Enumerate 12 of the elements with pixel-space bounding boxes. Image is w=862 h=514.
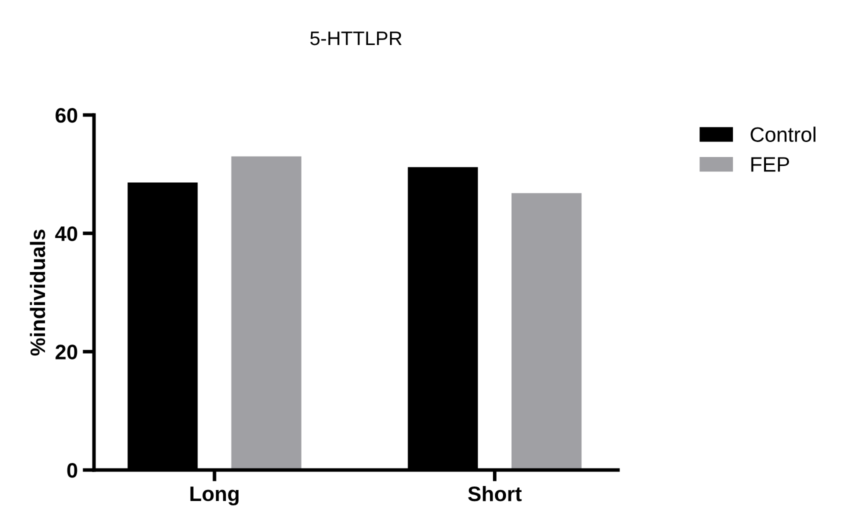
y-tick-label: 60 — [56, 108, 78, 123]
y-tick-label: 20 — [56, 344, 78, 360]
legend-label: Control — [750, 126, 816, 142]
y-tick-label: 0 — [67, 463, 78, 478]
legend-label: FEP — [751, 157, 790, 172]
x-tick-label: Short — [468, 486, 522, 502]
bar — [512, 193, 582, 470]
y-axis-title: %individuals — [30, 230, 46, 356]
y-tick-label: 40 — [55, 226, 78, 242]
bar — [231, 156, 302, 470]
chart-title: 5-HTTLPR — [310, 32, 402, 46]
x-tick-label: Long — [190, 486, 239, 506]
